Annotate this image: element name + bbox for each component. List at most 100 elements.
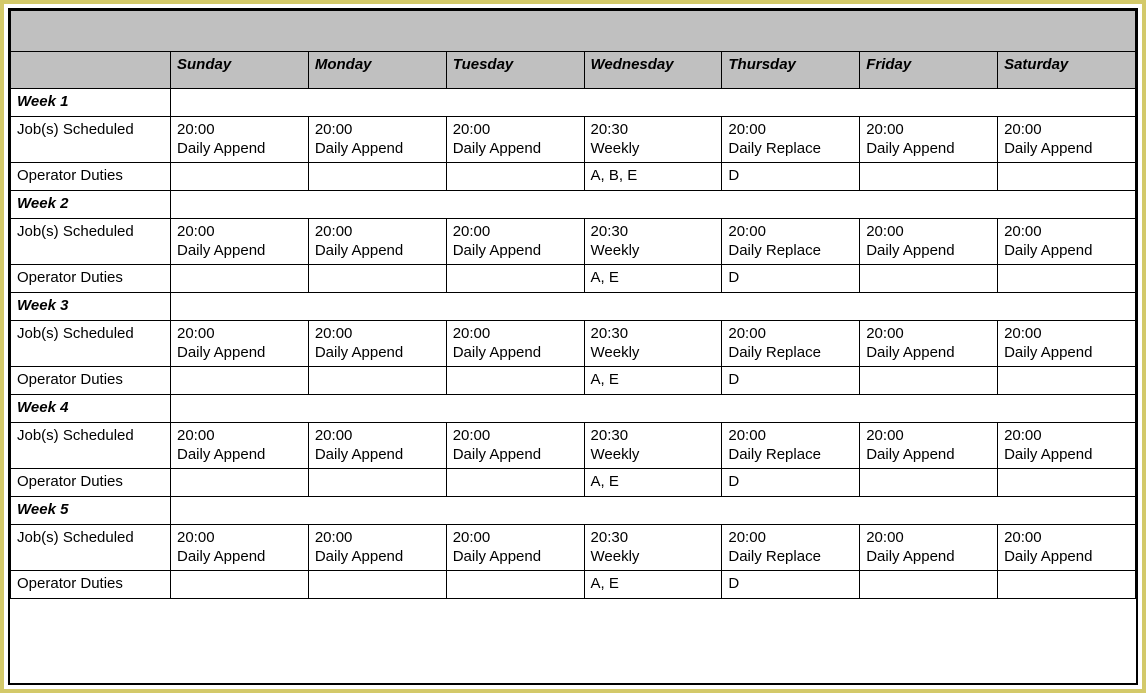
jobs-cell: 20:00Daily Append: [308, 524, 446, 571]
jobs-row: Job(s) Scheduled20:00Daily Append20:00Da…: [11, 320, 1136, 367]
week-label: Week 2: [11, 191, 171, 219]
week-span: [171, 395, 1136, 423]
jobs-cell: 20:00Daily Replace: [722, 218, 860, 265]
duties-cell: A, E: [584, 265, 722, 293]
header-day: Wednesday: [584, 52, 722, 89]
duties-cell: [308, 265, 446, 293]
week-row: Week 5: [11, 497, 1136, 525]
duties-cell: [446, 265, 584, 293]
week-label: Week 3: [11, 293, 171, 321]
duties-cell: [171, 469, 309, 497]
duties-label: Operator Duties: [11, 367, 171, 395]
jobs-label: Job(s) Scheduled: [11, 320, 171, 367]
jobs-cell: 20:30Weekly: [584, 524, 722, 571]
week-span: [171, 191, 1136, 219]
jobs-cell: 20:00Daily Append: [171, 422, 309, 469]
jobs-cell: 20:00Daily Append: [998, 116, 1136, 163]
week-label: Week 1: [11, 89, 171, 117]
duties-cell: [171, 571, 309, 599]
jobs-cell: 20:00Daily Replace: [722, 422, 860, 469]
duties-cell: [860, 163, 998, 191]
duties-cell: A, B, E: [584, 163, 722, 191]
header-day: Monday: [308, 52, 446, 89]
duties-cell: [998, 163, 1136, 191]
schedule-table: SundayMondayTuesdayWednesdayThursdayFrid…: [10, 10, 1136, 599]
title-cell: [11, 11, 1136, 52]
duties-cell: [446, 163, 584, 191]
jobs-label: Job(s) Scheduled: [11, 116, 171, 163]
jobs-cell: 20:00Daily Append: [446, 218, 584, 265]
jobs-cell: 20:00Daily Append: [998, 320, 1136, 367]
jobs-cell: 20:00Daily Append: [446, 524, 584, 571]
duties-cell: A, E: [584, 469, 722, 497]
jobs-cell: 20:00Daily Replace: [722, 320, 860, 367]
duties-cell: D: [722, 367, 860, 395]
jobs-cell: 20:00Daily Append: [860, 320, 998, 367]
jobs-row: Job(s) Scheduled20:00Daily Append20:00Da…: [11, 422, 1136, 469]
jobs-cell: 20:00Daily Append: [860, 524, 998, 571]
jobs-label: Job(s) Scheduled: [11, 524, 171, 571]
jobs-cell: 20:00Daily Append: [308, 320, 446, 367]
jobs-row: Job(s) Scheduled20:00Daily Append20:00Da…: [11, 218, 1136, 265]
week-label: Week 4: [11, 395, 171, 423]
duties-label: Operator Duties: [11, 469, 171, 497]
duties-cell: [308, 571, 446, 599]
duties-cell: [308, 163, 446, 191]
duties-label: Operator Duties: [11, 163, 171, 191]
header-day: Sunday: [171, 52, 309, 89]
jobs-cell: 20:00Daily Append: [860, 116, 998, 163]
duties-cell: [171, 265, 309, 293]
duties-row: Operator DutiesA, ED: [11, 469, 1136, 497]
week-row: Week 4: [11, 395, 1136, 423]
duties-row: Operator DutiesA, B, ED: [11, 163, 1136, 191]
duties-cell: A, E: [584, 367, 722, 395]
jobs-cell: 20:00Daily Append: [308, 218, 446, 265]
jobs-cell: 20:30Weekly: [584, 320, 722, 367]
jobs-cell: 20:00Daily Append: [446, 422, 584, 469]
header-day: Saturday: [998, 52, 1136, 89]
duties-cell: D: [722, 265, 860, 293]
duties-row: Operator Duties A, ED: [11, 265, 1136, 293]
jobs-cell: 20:30Weekly: [584, 116, 722, 163]
header-day: Thursday: [722, 52, 860, 89]
jobs-cell: 20:00Daily Append: [860, 422, 998, 469]
duties-cell: [860, 265, 998, 293]
duties-cell: [860, 571, 998, 599]
duties-cell: [998, 469, 1136, 497]
jobs-cell: 20:00Daily Append: [998, 218, 1136, 265]
week-span: [171, 293, 1136, 321]
jobs-cell: 20:30Weekly: [584, 218, 722, 265]
duties-row: Operator DutiesA, ED: [11, 571, 1136, 599]
week-row: Week 2: [11, 191, 1136, 219]
jobs-label: Job(s) Scheduled: [11, 218, 171, 265]
week-row: Week 3: [11, 293, 1136, 321]
duties-cell: [308, 367, 446, 395]
jobs-label: Job(s) Scheduled: [11, 422, 171, 469]
jobs-cell: 20:00Daily Append: [308, 422, 446, 469]
jobs-cell: 20:00Daily Append: [998, 422, 1136, 469]
duties-cell: [860, 367, 998, 395]
jobs-cell: 20:00Daily Append: [998, 524, 1136, 571]
duties-cell: [998, 265, 1136, 293]
week-span: [171, 497, 1136, 525]
duties-label: Operator Duties: [11, 265, 171, 293]
jobs-cell: 20:30Weekly: [584, 422, 722, 469]
duties-cell: [171, 163, 309, 191]
jobs-cell: 20:00Daily Append: [171, 524, 309, 571]
duties-cell: [998, 367, 1136, 395]
header-day: Friday: [860, 52, 998, 89]
jobs-cell: 20:00Daily Append: [446, 116, 584, 163]
header-row: SundayMondayTuesdayWednesdayThursdayFrid…: [11, 52, 1136, 89]
duties-cell: D: [722, 571, 860, 599]
jobs-cell: 20:00Daily Append: [860, 218, 998, 265]
jobs-cell: 20:00Daily Append: [171, 218, 309, 265]
week-span: [171, 89, 1136, 117]
duties-row: Operator Duties A, ED: [11, 367, 1136, 395]
jobs-row: Job(s) Scheduled20:00Daily Append20:00Da…: [11, 116, 1136, 163]
header-day: Tuesday: [446, 52, 584, 89]
jobs-row: Job(s) Scheduled20:00Daily Append20:00Da…: [11, 524, 1136, 571]
duties-cell: A, E: [584, 571, 722, 599]
duties-cell: [308, 469, 446, 497]
week-label: Week 5: [11, 497, 171, 525]
duties-cell: [446, 469, 584, 497]
